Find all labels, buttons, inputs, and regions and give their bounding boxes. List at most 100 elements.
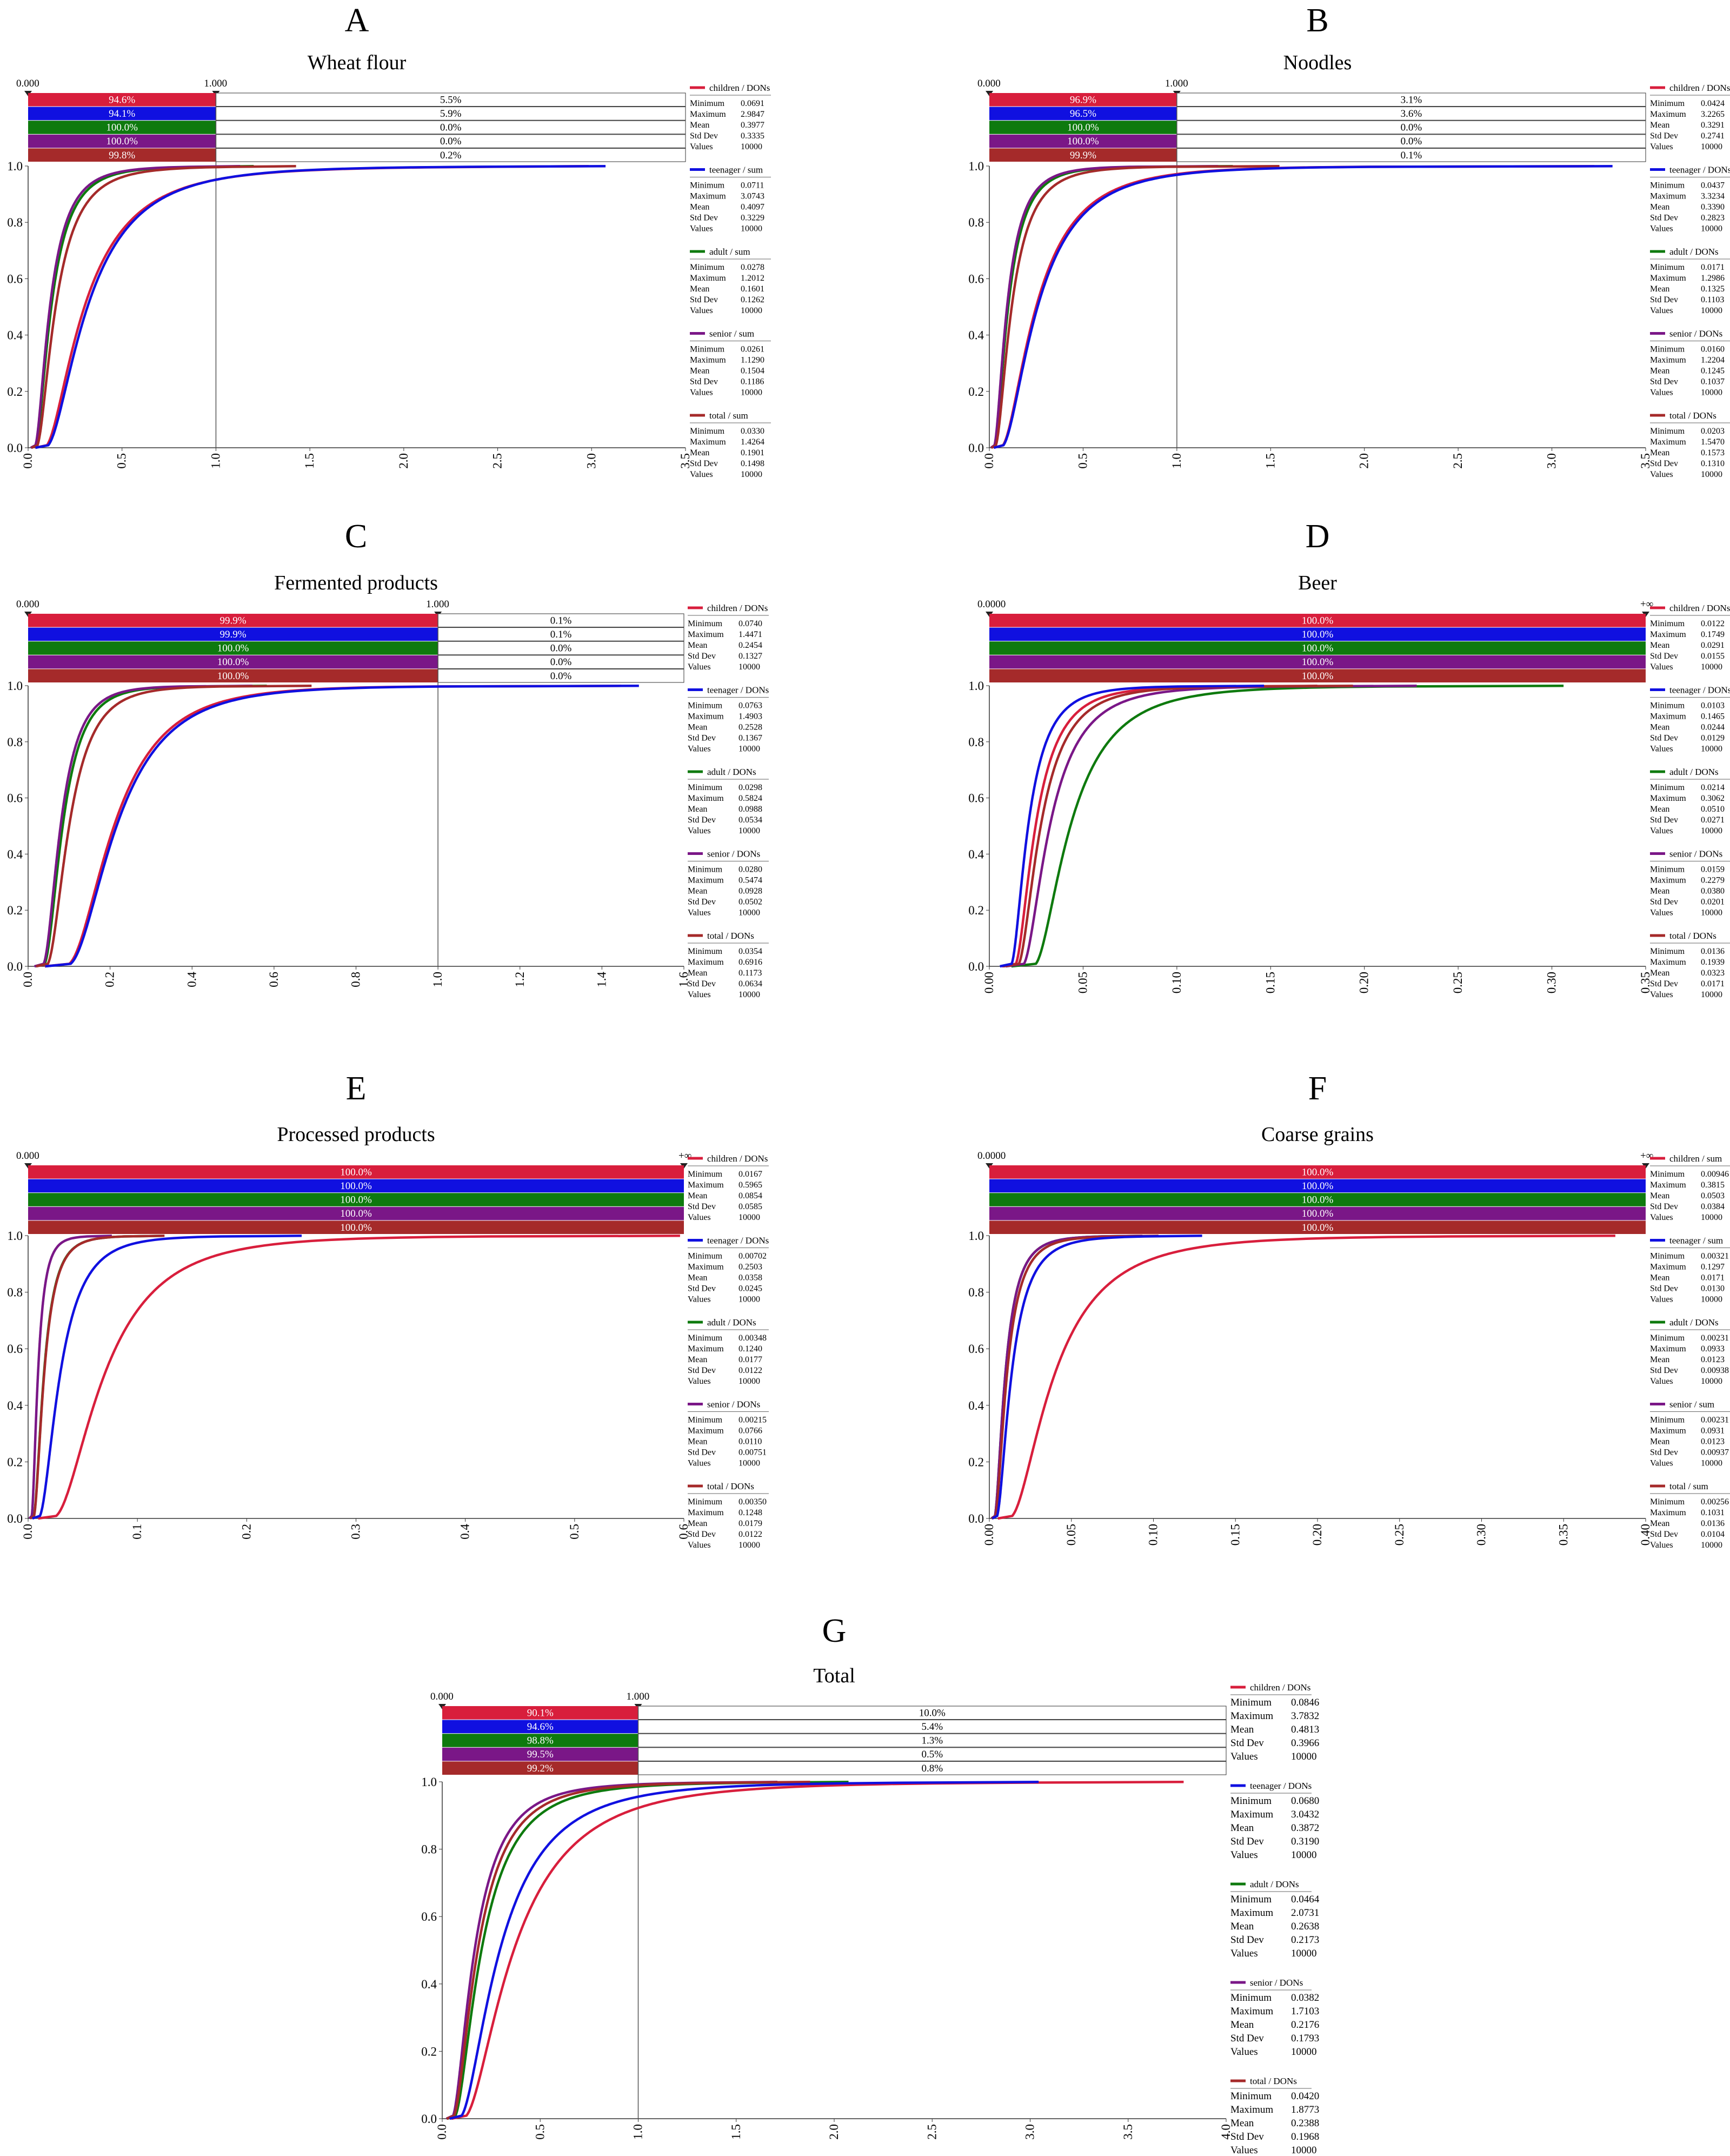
percent-left-label: 100.0% [106,122,138,134]
x-tick-label: 0.6 [677,1524,690,1540]
bar-right-label: 1.000 [1165,78,1188,89]
stat-value: 10000 [741,388,762,397]
stat-value: 10000 [741,306,762,315]
percent-left-label: 100.0% [340,1166,372,1178]
x-tick-label: 4.0 [1219,2124,1233,2140]
stat-value: 10000 [738,1459,760,1468]
stat-label: Maximum [688,1344,724,1354]
x-tick-label: 0.00 [982,972,996,993]
stat-label: Mean [690,121,709,130]
percent-bar-left [989,148,1177,162]
y-tick-label: 0.0 [7,960,23,973]
stat-value: 0.0437 [1701,181,1725,190]
x-tick-label: 0.25 [1451,972,1465,993]
x-tick-label: 0.4 [458,1524,472,1540]
y-tick-label: 1.0 [968,679,984,693]
stat-label: Values [690,224,713,234]
stat-label: Maximum [690,274,726,283]
stat-label: Std Dev [1650,652,1678,661]
percent-right-label: 10.0% [919,1707,946,1719]
stat-label: Values [690,306,713,315]
y-tick-label: 0.2 [7,385,23,399]
stat-label: Maximum [688,1508,724,1517]
percent-left-label: 100.0% [340,1208,372,1219]
x-tick-label: 3.5 [1639,453,1652,469]
stat-value: 0.00946 [1701,1170,1729,1179]
stat-label: Minimum [1230,1992,1272,2004]
stat-label: Minimum [688,1170,723,1179]
y-tick-label: 0.8 [7,1286,23,1299]
stat-value: 0.0420 [1291,2091,1319,2102]
percent-left-label: 98.8% [527,1735,554,1747]
stat-value: 0.3977 [741,121,764,130]
stat-value: 0.0928 [738,887,762,896]
x-tick-label: 0.30 [1475,1524,1488,1545]
stat-label: Std Dev [688,1202,716,1211]
stat-label: Std Dev [1650,898,1678,907]
x-tick-label: 0.8 [349,972,363,987]
y-tick-label: 0.4 [7,847,23,861]
stat-value: 10000 [738,826,760,835]
stat-label: Maximum [688,1427,724,1436]
stat-value: 10000 [738,908,760,918]
stat-value: 3.3234 [1701,192,1725,201]
percent-right-label: 0.0% [440,136,462,147]
stat-label: Mean [690,367,709,376]
stat-value: 0.0122 [738,1366,762,1375]
chart-title: Wheat flour [308,51,407,74]
legend-label: children / DONs [707,1153,768,1164]
stat-value: 1.4471 [738,630,762,639]
stat-label: Minimum [688,947,723,956]
panel-letter: E [346,1070,367,1107]
cdf-line-series-2 [32,1235,302,1520]
percent-bar-left [28,134,216,148]
stat-label: Values [1230,1948,1258,1959]
stat-value: 0.0136 [1701,947,1725,956]
percent-right-label: 0.0% [550,671,572,682]
x-tick-label: 0.2 [103,972,117,987]
stat-value: 0.0358 [738,1273,762,1283]
x-tick-label: 3.0 [584,453,598,469]
stat-value: 0.0136 [1701,1519,1725,1528]
stat-label: Maximum [1650,712,1686,721]
stat-value: 0.00751 [738,1448,767,1457]
cdf-line-series-3 [447,1781,849,2120]
percent-bar-left [989,1193,1646,1206]
y-tick-label: 0.6 [421,1910,437,1923]
percent-left-label: 100.0% [1067,136,1099,147]
chart-panel-a: A Wheat flour 0.000 1.000 94.6% 5.5% 94.1% 5.9%… [7,2,771,479]
stat-label: Maximum [1230,2104,1273,2115]
stat-value: 0.0203 [1701,427,1725,436]
stat-label: Maximum [1650,110,1686,119]
percent-left-label: 100.0% [340,1222,372,1233]
stat-label: Maximum [688,958,724,967]
legend-label: senior / DONs [1250,1978,1303,1988]
stat-label: Std Dev [1650,377,1678,387]
stat-value: 10000 [1291,2046,1317,2058]
stat-value: 0.2741 [1701,131,1725,141]
stat-label: Values [690,470,713,479]
bar-left-label: 0.0000 [977,1150,1006,1162]
percent-left-label: 100.0% [217,643,249,654]
chart-title: Processed products [277,1123,435,1146]
x-tick-label: 1.0 [1170,453,1183,469]
stat-value: 1.8773 [1291,2104,1319,2115]
legend-label: total / DONs [707,931,754,941]
stat-label: Std Dev [1230,1836,1264,1847]
stat-label: Maximum [1230,1710,1273,1722]
panel-letter: F [1308,1070,1327,1107]
x-tick-label: 2.5 [1451,453,1465,469]
percent-bar-right [215,92,686,107]
stat-value: 0.3335 [741,131,764,141]
panel-letter: B [1306,2,1328,39]
percent-left-label: 100.0% [217,671,249,682]
stat-label: Maximum [1650,1344,1686,1354]
stat-label: Mean [1230,2019,1254,2031]
x-tick-label: 0.15 [1263,972,1277,993]
percent-left-label: 99.9% [1070,150,1096,161]
percent-left-label: 100.0% [217,656,249,668]
y-tick-label: 0.2 [7,904,23,917]
percent-bar-left [28,1165,684,1179]
stat-label: Minimum [1650,1416,1685,1425]
stat-value: 10000 [1701,908,1722,918]
